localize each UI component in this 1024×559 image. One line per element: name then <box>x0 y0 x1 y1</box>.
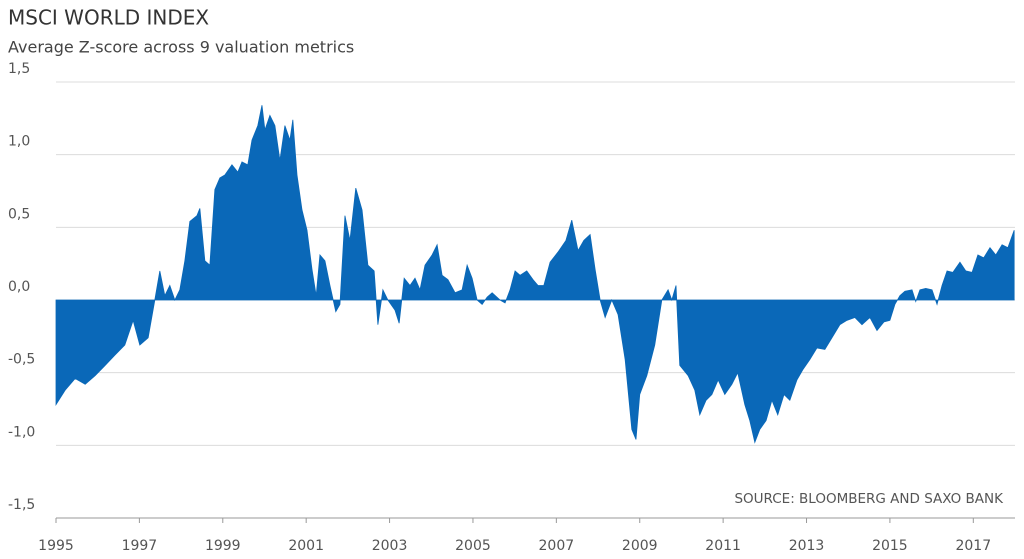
x-tick-label: 2013 <box>789 538 825 554</box>
x-tick-label: 2011 <box>705 538 741 554</box>
y-tick-label: 1,0 <box>8 134 30 150</box>
x-tick-label: 2007 <box>539 538 575 554</box>
y-tick-label: 0,5 <box>8 206 30 222</box>
y-tick-label: 1,5 <box>8 61 30 77</box>
x-tick-label: 1997 <box>122 538 158 554</box>
area <box>55 105 1015 444</box>
chart-subtitle: Average Z-score across 9 valuation metri… <box>8 38 354 57</box>
x-tick-label: 2003 <box>372 538 408 554</box>
x-tick-label: 2015 <box>872 538 908 554</box>
x-tick-label: 2009 <box>622 538 658 554</box>
x-tick-label: 2017 <box>955 538 991 554</box>
x-tick-label: 2005 <box>455 538 491 554</box>
x-tick-label: 1999 <box>205 538 241 554</box>
x-tick-label: 1995 <box>38 538 74 554</box>
chart-title: MSCI WORLD INDEX <box>8 6 209 30</box>
y-tick-label: -1,0 <box>8 424 35 440</box>
source-note: SOURCE: BLOOMBERG AND SAXO BANK <box>734 491 1004 507</box>
x-tick-label: 2001 <box>288 538 324 554</box>
y-tick-label: 0,0 <box>8 279 30 295</box>
y-tick-label: -0,5 <box>8 352 35 368</box>
y-tick-label: -1,5 <box>8 497 35 513</box>
